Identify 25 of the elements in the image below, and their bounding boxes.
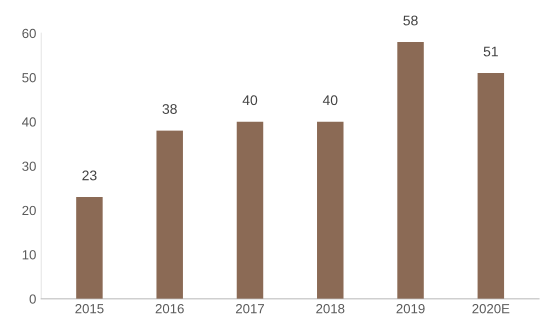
data-label: 51 bbox=[484, 46, 498, 56]
bar bbox=[397, 42, 424, 299]
bar bbox=[236, 122, 264, 299]
y-tick-label: 10 bbox=[22, 250, 36, 260]
x-tick-label: 2015 bbox=[75, 304, 104, 314]
data-label: 58 bbox=[403, 16, 418, 26]
y-tick-label: 0 bbox=[30, 294, 36, 304]
bar bbox=[76, 196, 103, 299]
x-tick-label: 2019 bbox=[396, 304, 425, 314]
x-tick-label: 2018 bbox=[316, 304, 344, 314]
x-tick-label: 2020E bbox=[472, 304, 510, 314]
bar bbox=[156, 130, 183, 299]
data-label: 23 bbox=[82, 170, 97, 180]
bar bbox=[317, 122, 344, 299]
data-label: 40 bbox=[322, 95, 338, 106]
y-tick-label: 50 bbox=[22, 73, 36, 82]
x-tick-label: 2017 bbox=[236, 304, 264, 314]
y-tick-label: 20 bbox=[22, 206, 36, 216]
data-label: 40 bbox=[242, 95, 258, 106]
bar bbox=[478, 73, 504, 299]
data-label: 38 bbox=[162, 104, 177, 114]
y-tick-label: 30 bbox=[22, 162, 36, 171]
y-tick-label: 40 bbox=[22, 117, 36, 127]
y-tick-label: 60 bbox=[22, 28, 36, 38]
x-tick-label: 2016 bbox=[156, 304, 184, 314]
